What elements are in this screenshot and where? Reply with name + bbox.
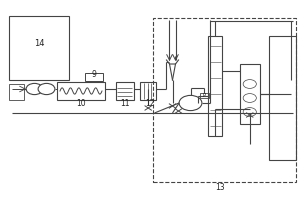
Text: 10: 10 bbox=[76, 98, 86, 108]
Bar bbox=[85, 73, 103, 81]
Text: 13: 13 bbox=[216, 182, 225, 192]
Bar bbox=[240, 64, 260, 124]
Bar bbox=[140, 82, 156, 100]
Bar bbox=[9, 16, 69, 80]
Text: 9: 9 bbox=[92, 70, 97, 79]
Bar bbox=[57, 82, 105, 100]
Circle shape bbox=[179, 95, 202, 111]
Text: 14: 14 bbox=[34, 40, 44, 48]
Bar bbox=[153, 18, 296, 182]
Bar bbox=[268, 36, 296, 160]
Bar bbox=[116, 82, 134, 100]
Bar bbox=[208, 36, 222, 136]
Text: P: P bbox=[203, 93, 206, 98]
Bar bbox=[200, 93, 209, 98]
Text: 12: 12 bbox=[145, 98, 154, 108]
Text: 11: 11 bbox=[120, 98, 129, 108]
Bar bbox=[9, 84, 24, 100]
Circle shape bbox=[26, 83, 43, 95]
Circle shape bbox=[38, 83, 55, 95]
